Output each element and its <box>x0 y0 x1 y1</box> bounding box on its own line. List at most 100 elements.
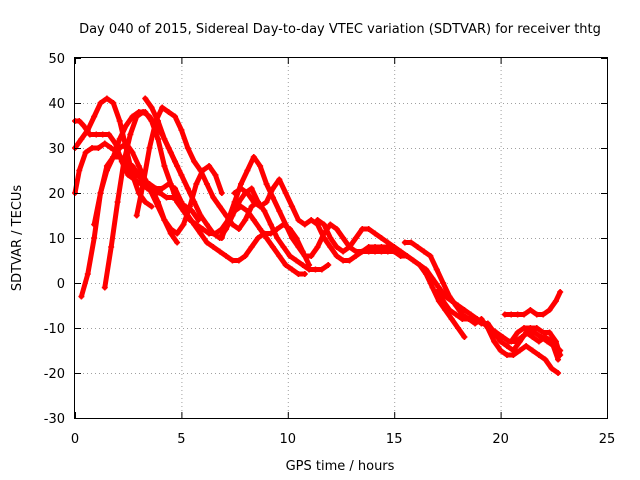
series-arc-15 <box>502 289 563 317</box>
data-point <box>416 262 423 268</box>
data-point <box>301 253 308 259</box>
data-point <box>250 199 257 205</box>
data-point <box>427 253 434 259</box>
y-tick-label: 40 <box>48 97 65 112</box>
data-point <box>465 316 472 322</box>
data-point <box>86 131 93 138</box>
data-point <box>521 311 528 318</box>
data-point <box>516 347 523 354</box>
data-point <box>340 248 347 255</box>
data-point <box>314 244 321 250</box>
data-point <box>508 338 515 345</box>
data-point <box>359 226 366 232</box>
data-point <box>318 266 325 273</box>
data-point <box>446 293 453 300</box>
data-point <box>203 181 210 187</box>
data-point <box>261 208 268 214</box>
data-point <box>154 136 161 142</box>
data-point <box>178 127 185 133</box>
data-point <box>452 302 459 309</box>
data-point <box>125 172 132 178</box>
data-point <box>510 352 517 358</box>
data-point <box>193 181 200 187</box>
data-point <box>433 266 440 273</box>
data-point <box>327 221 334 228</box>
data-point <box>203 239 210 246</box>
data-point <box>199 226 206 232</box>
data-point <box>352 253 359 259</box>
data-point <box>269 244 276 250</box>
y-axis-label: SDTVAR / TECUs <box>10 185 25 292</box>
data-point <box>250 217 257 223</box>
data-point <box>184 185 191 192</box>
data-point <box>174 199 181 205</box>
data-point <box>514 311 521 318</box>
data-point <box>135 163 142 169</box>
data-point <box>212 172 219 178</box>
data-point <box>191 158 198 165</box>
data-point <box>472 320 479 327</box>
y-tick-label: 20 <box>48 187 65 202</box>
data-point <box>372 230 379 237</box>
data-point <box>103 163 110 169</box>
data-point <box>120 158 127 165</box>
data-point <box>372 244 379 250</box>
data-point <box>212 230 219 237</box>
y-tick-label: 10 <box>48 232 65 247</box>
data-point <box>282 190 289 196</box>
data-point <box>552 298 559 304</box>
data-point <box>546 307 553 313</box>
data-point <box>129 149 136 156</box>
data-point <box>527 325 534 331</box>
data-point <box>91 113 98 120</box>
data-point <box>161 217 168 223</box>
data-point <box>142 109 149 115</box>
data-point <box>135 109 142 115</box>
data-point <box>206 163 213 169</box>
data-point <box>80 122 87 129</box>
data-point <box>174 163 181 169</box>
data-point <box>167 149 174 156</box>
data-point <box>391 244 398 250</box>
data-point <box>503 343 510 349</box>
data-point <box>299 262 306 268</box>
data-point <box>218 190 225 196</box>
data-point <box>84 271 91 277</box>
data-point <box>154 118 161 124</box>
data-point <box>478 316 485 322</box>
data-point <box>142 95 149 102</box>
data-point <box>97 100 104 106</box>
data-point <box>359 248 366 255</box>
data-point <box>123 122 130 129</box>
data-point <box>174 239 181 246</box>
data-point <box>257 226 264 232</box>
y-tick-label: 0 <box>57 277 65 292</box>
x-axis-label: GPS time / hours <box>286 459 395 474</box>
data-point <box>557 289 564 295</box>
data-point <box>540 329 547 336</box>
data-point <box>308 217 315 223</box>
data-point <box>501 311 508 318</box>
data-point <box>99 131 106 138</box>
data-point <box>237 203 244 210</box>
data-point <box>414 244 421 250</box>
data-point <box>163 194 170 201</box>
chart-title: Day 040 of 2015, Sidereal Day-to-day VTE… <box>79 22 601 37</box>
data-point <box>210 244 217 250</box>
data-point <box>269 185 276 192</box>
data-point <box>101 140 108 147</box>
data-point <box>106 131 113 138</box>
data-point <box>108 145 115 151</box>
data-point <box>461 334 468 340</box>
data-point <box>197 212 204 219</box>
axis-ticks: 0 5 10 15 20 25 -30 -20 -10 0 10 20 30 40 50 <box>44 52 616 447</box>
data-point <box>408 239 415 246</box>
data-point <box>244 167 251 174</box>
data-point <box>548 365 555 372</box>
data-point <box>248 203 255 210</box>
data-point <box>555 356 562 363</box>
data-series <box>72 95 564 376</box>
data-point <box>327 244 334 250</box>
data-point <box>193 221 200 228</box>
data-point <box>101 284 108 291</box>
